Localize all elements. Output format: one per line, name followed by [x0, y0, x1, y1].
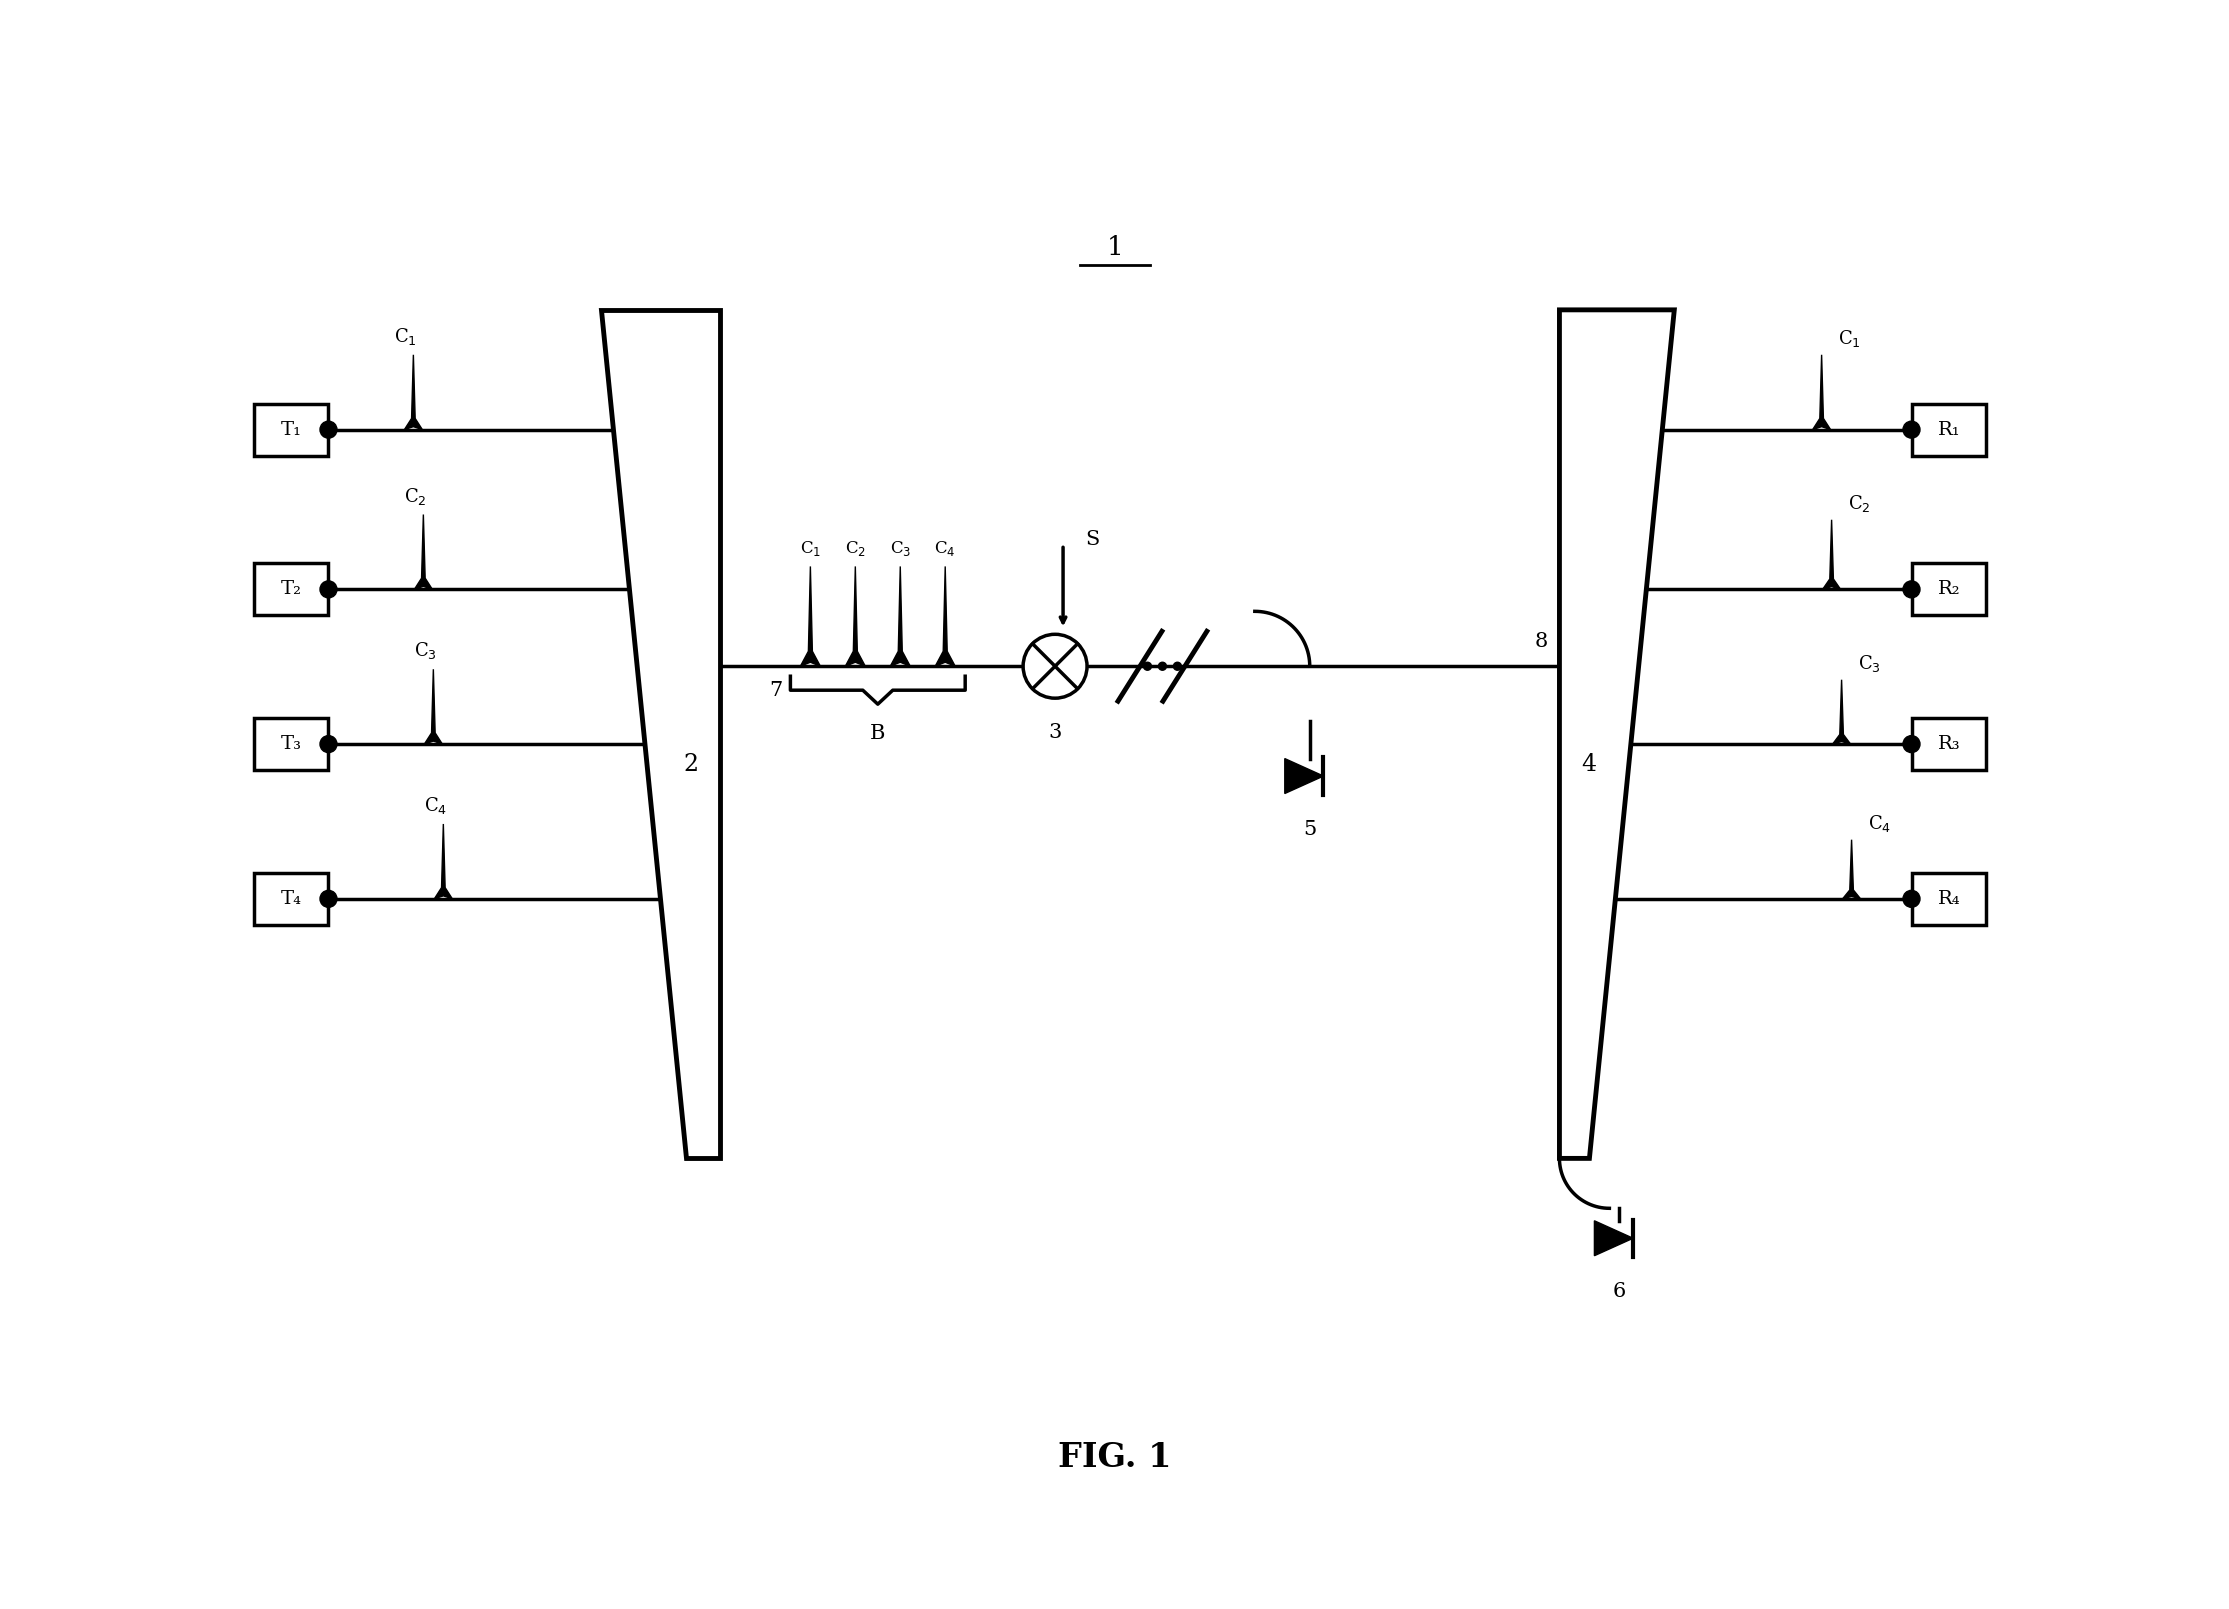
- Bar: [1912, 563, 1986, 615]
- Text: C$_3$: C$_3$: [1859, 653, 1881, 674]
- Text: C$_2$: C$_2$: [403, 486, 426, 507]
- Text: R₂: R₂: [1937, 581, 1959, 599]
- Text: 3: 3: [1048, 722, 1061, 742]
- Polygon shape: [889, 566, 909, 666]
- Text: C$_4$: C$_4$: [934, 539, 956, 558]
- Text: 5: 5: [1304, 819, 1317, 838]
- Polygon shape: [845, 566, 865, 666]
- Polygon shape: [936, 566, 956, 666]
- Circle shape: [1172, 663, 1181, 671]
- Bar: [254, 872, 328, 925]
- Bar: [254, 563, 328, 615]
- Text: R₃: R₃: [1937, 735, 1959, 753]
- Polygon shape: [800, 566, 820, 666]
- Polygon shape: [600, 311, 720, 1158]
- Polygon shape: [435, 824, 452, 899]
- Bar: [254, 718, 328, 771]
- Text: C$_2$: C$_2$: [1848, 492, 1870, 513]
- Text: 2: 2: [684, 753, 698, 776]
- Polygon shape: [1560, 311, 1674, 1158]
- Text: T₃: T₃: [281, 735, 301, 753]
- Polygon shape: [1823, 520, 1841, 589]
- Polygon shape: [1594, 1221, 1634, 1255]
- Polygon shape: [1832, 679, 1850, 743]
- Polygon shape: [424, 669, 441, 743]
- Bar: [254, 404, 328, 455]
- Text: B: B: [869, 724, 885, 743]
- Text: C$_4$: C$_4$: [1868, 813, 1890, 833]
- Polygon shape: [403, 354, 421, 430]
- Circle shape: [1904, 581, 1919, 599]
- Text: 4: 4: [1580, 753, 1596, 776]
- Circle shape: [321, 422, 337, 438]
- Text: C$_4$: C$_4$: [424, 795, 448, 816]
- Circle shape: [321, 581, 337, 599]
- Text: T₄: T₄: [281, 890, 301, 907]
- Text: T₁: T₁: [281, 420, 301, 439]
- Text: C$_1$: C$_1$: [1839, 328, 1861, 349]
- Text: 7: 7: [769, 681, 782, 700]
- Circle shape: [321, 890, 337, 907]
- Circle shape: [1023, 634, 1088, 698]
- Text: FIG. 1: FIG. 1: [1059, 1442, 1172, 1474]
- Text: C$_3$: C$_3$: [415, 640, 437, 661]
- Circle shape: [1904, 890, 1919, 907]
- Text: R₁: R₁: [1937, 420, 1959, 439]
- Text: 1: 1: [1106, 235, 1123, 261]
- Text: C$_2$: C$_2$: [845, 539, 865, 558]
- Polygon shape: [1812, 354, 1830, 430]
- Bar: [1912, 872, 1986, 925]
- Text: C$_1$: C$_1$: [395, 325, 417, 348]
- Circle shape: [1143, 663, 1152, 671]
- Circle shape: [1904, 422, 1919, 438]
- Bar: [1912, 404, 1986, 455]
- Text: C$_3$: C$_3$: [889, 539, 912, 558]
- Text: T₂: T₂: [281, 581, 301, 599]
- Circle shape: [321, 735, 337, 753]
- Text: C$_1$: C$_1$: [800, 539, 820, 558]
- Polygon shape: [1843, 840, 1861, 899]
- Text: 6: 6: [1614, 1282, 1625, 1302]
- Text: R₄: R₄: [1937, 890, 1959, 907]
- Text: S: S: [1086, 529, 1099, 549]
- Circle shape: [1904, 735, 1919, 753]
- Text: 8: 8: [1534, 632, 1547, 652]
- Bar: [1912, 718, 1986, 771]
- Circle shape: [1159, 663, 1166, 671]
- Polygon shape: [415, 515, 432, 589]
- Polygon shape: [1284, 758, 1324, 793]
